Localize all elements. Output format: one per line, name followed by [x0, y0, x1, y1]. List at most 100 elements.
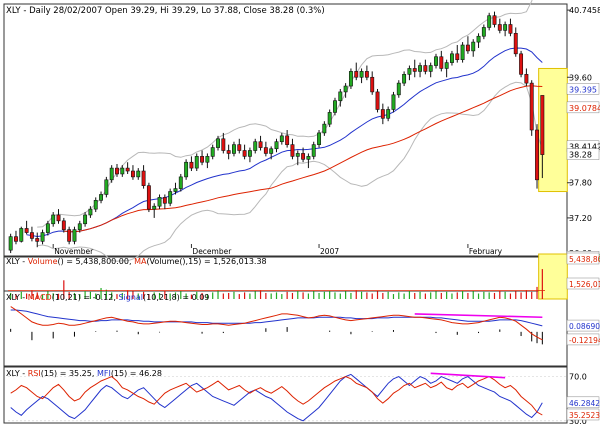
candle-body: [279, 135, 284, 143]
candle-body: [354, 71, 359, 78]
candle-body: [375, 91, 380, 110]
candle-body: [168, 191, 173, 204]
candle-body: [386, 109, 391, 119]
macd-badge-label: 0.0869049: [569, 322, 600, 331]
price-badge-box: [566, 148, 600, 160]
rsi-badge-box: [566, 408, 600, 421]
candle-body: [487, 15, 492, 28]
volume-badge-box: [566, 252, 600, 265]
candle-body: [109, 167, 114, 181]
candle-body: [93, 200, 98, 210]
candle-body: [67, 229, 72, 242]
candle-body: [194, 156, 199, 169]
macd-badge-label: -0.12194: [569, 336, 600, 345]
candle-body: [540, 95, 545, 155]
rsi-mfi-lines: 70.0 30.0 46.2842 35.2523: [8, 372, 600, 426]
macd-panel-title: XLY - MACD(10,21) = -0.12, Signal(10,21,…: [6, 293, 209, 302]
highlight-box-volume: [538, 253, 568, 300]
x-axis-label: November: [54, 247, 94, 256]
volume-badge-label: 1,526,013: [569, 280, 600, 289]
title-segment: MFI: [97, 369, 111, 378]
title-segment: (10,21,8) = 0.09: [143, 293, 209, 302]
candle-body: [290, 144, 295, 157]
candle-body: [77, 223, 82, 230]
candle-body: [45, 223, 50, 233]
candle-body: [263, 147, 268, 154]
candle-body: [19, 228, 24, 242]
x-axis-label: February: [469, 247, 503, 256]
candle-body: [364, 71, 369, 78]
x-axis-labels: November December 2007 February: [52, 244, 503, 256]
candle-body: [226, 150, 231, 154]
rsi-divergence-line: [430, 372, 506, 379]
candle-body: [359, 71, 364, 78]
macd-line: [10, 306, 543, 341]
macd-panel-frame: [3, 290, 568, 367]
rsi-tick-label: 30.0: [569, 417, 587, 426]
candle-body: [40, 232, 45, 242]
candle-body: [471, 41, 476, 52]
title-segment: () = 5,438,800.00,: [58, 257, 135, 266]
candle-body: [152, 205, 157, 210]
candle-body: [247, 150, 252, 157]
candle-body: [513, 33, 518, 55]
candle-body: [380, 109, 385, 119]
rsi-badge-label: 35.2523: [569, 411, 600, 420]
candle-body: [146, 185, 151, 210]
rsi-badge-box: [566, 396, 600, 409]
candle-body: [162, 197, 167, 204]
candle-body: [221, 138, 226, 151]
candle-body: [136, 170, 141, 178]
price-tick-label: 37.20: [569, 214, 592, 223]
macd-badge-box: [566, 319, 600, 332]
candle-body: [348, 71, 353, 87]
candle-body: [157, 197, 162, 207]
title-segment: MACD: [28, 293, 52, 302]
candle-body: [14, 236, 18, 242]
candle-body: [306, 156, 311, 160]
candle-body: [508, 24, 513, 34]
candle-body: [88, 208, 93, 216]
price-tick-label: 39.60: [569, 73, 592, 82]
candle-body: [232, 144, 236, 154]
candle-body: [343, 85, 348, 93]
candle-body: [125, 167, 130, 172]
candle-body: [407, 68, 412, 75]
candle-body: [455, 53, 460, 60]
candle-body: [24, 228, 29, 233]
candle-body: [216, 138, 220, 148]
title-segment: RSI: [28, 369, 41, 378]
candle-body: [295, 153, 300, 157]
title-segment: (10,21) = -0.12,: [52, 293, 119, 302]
candle-body: [423, 65, 428, 72]
volume-badge-box: [566, 277, 600, 290]
candle-body: [492, 15, 497, 25]
signal-line: [10, 309, 543, 327]
candle-body: [120, 167, 125, 175]
candle-body: [83, 214, 88, 225]
candle-body: [237, 144, 242, 151]
candle-body: [370, 76, 375, 93]
candle-body: [285, 135, 290, 145]
x-axis-label: December: [192, 247, 232, 256]
candle-body: [115, 167, 119, 175]
candle-body: [184, 161, 189, 178]
candle-body: [412, 68, 417, 72]
rsi-line: [10, 376, 543, 416]
candle-body: [130, 170, 135, 178]
candle-body: [35, 238, 40, 242]
price-tick-label: 37.80: [569, 179, 592, 188]
price-badge-label: 39.0784: [569, 104, 600, 113]
candle-body: [104, 179, 109, 195]
candle-body: [178, 176, 183, 189]
price-panel-frame: [3, 3, 568, 257]
candle-body: [434, 56, 438, 66]
volume-panel-title: XLY - Volume() = 5,438,800.00, MA(Volume…: [6, 257, 267, 266]
candle-body: [465, 44, 470, 52]
candle-body: [205, 156, 210, 163]
candle-body: [61, 220, 66, 230]
candle-body: [99, 194, 103, 201]
candles: [8, 11, 545, 254]
candle-body: [396, 82, 401, 96]
title-segment: Volume: [28, 257, 58, 266]
